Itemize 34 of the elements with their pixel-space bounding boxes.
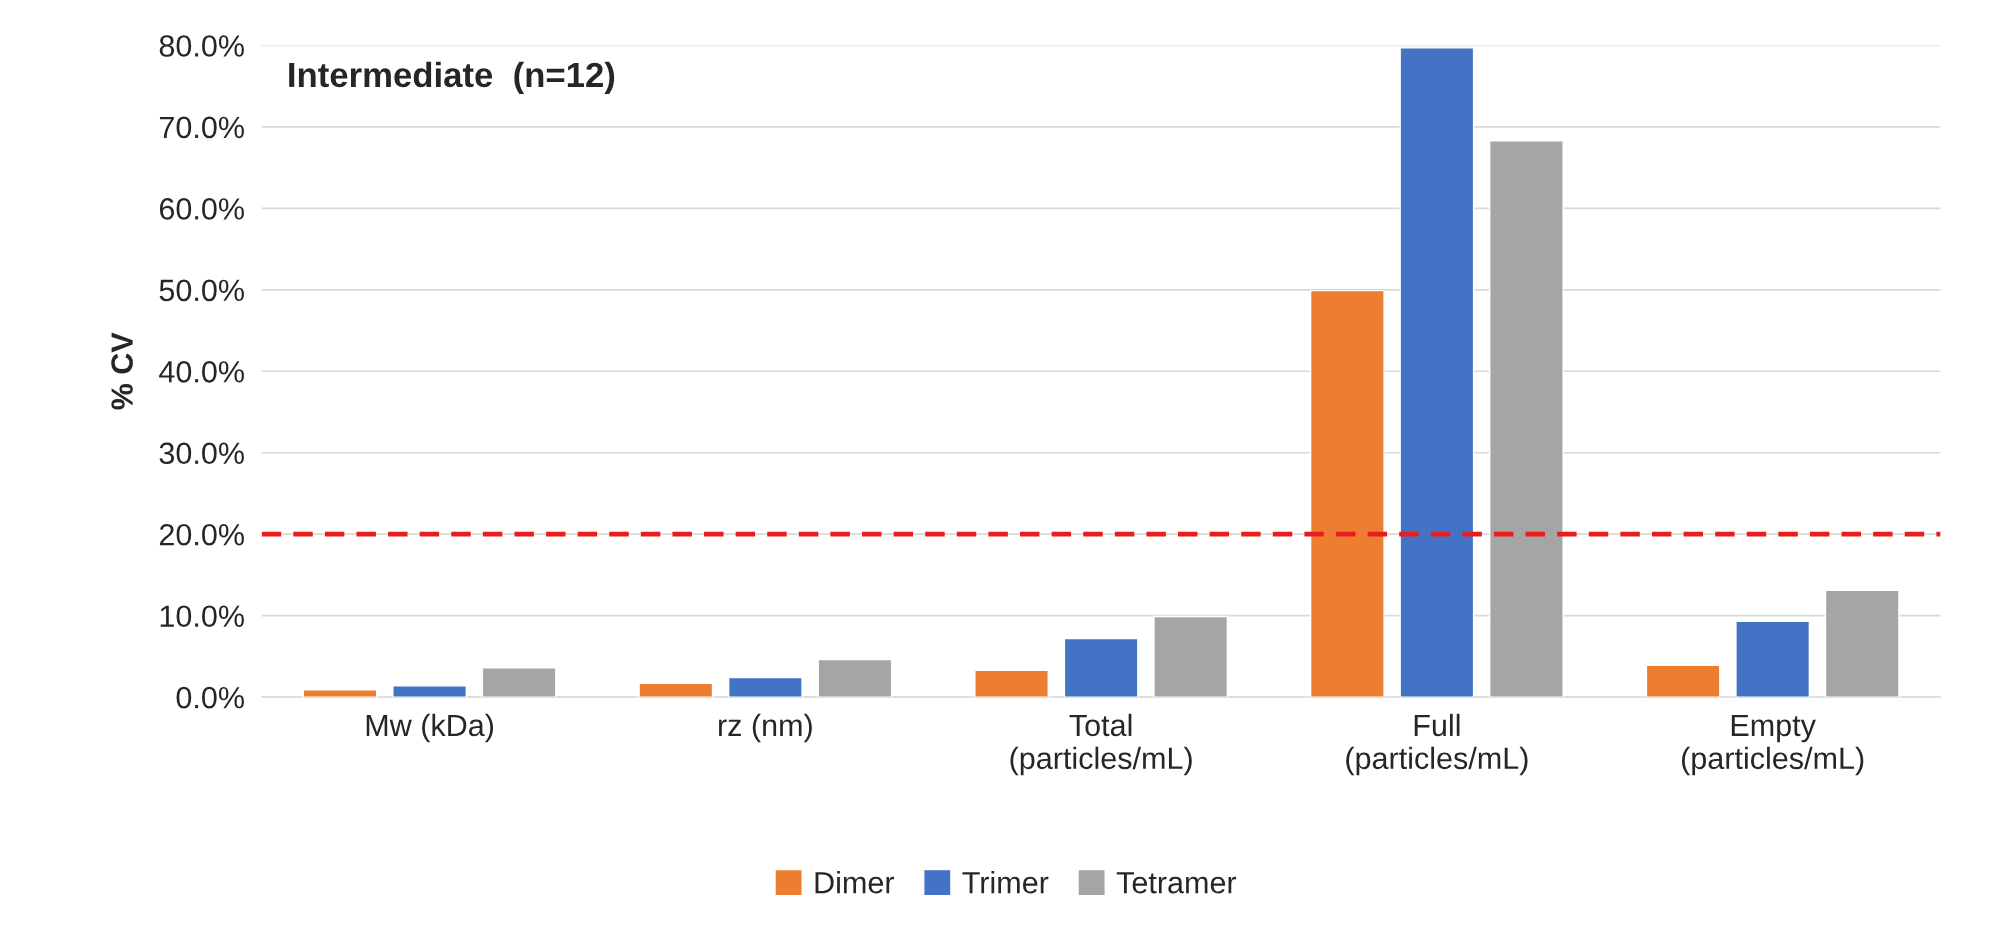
legend-label: Tetramer	[1116, 872, 1237, 894]
x-tick-label: Mw (kDa)	[366, 713, 494, 743]
bar	[638, 682, 714, 698]
bar	[1063, 637, 1139, 698]
bar	[302, 689, 378, 698]
bar	[1824, 589, 1900, 698]
y-tick-label: 30.0%	[159, 442, 244, 465]
y-tick-label: 50.0%	[159, 279, 244, 302]
legend-label: Dimer	[815, 871, 895, 894]
bar	[481, 667, 557, 698]
bar	[1399, 47, 1475, 698]
bar	[817, 658, 893, 698]
bar	[1153, 615, 1229, 698]
x-tick-label: Total (particles/mL)	[1010, 713, 1192, 776]
x-tick-label: Empty (particles/mL)	[1682, 714, 1864, 776]
y-axis-title: % CV	[111, 332, 133, 410]
y-tick-label: 0.0%	[176, 686, 244, 709]
bar	[392, 685, 467, 698]
y-tick-label: 60.0%	[159, 198, 244, 220]
bar	[727, 676, 803, 698]
bar	[1489, 140, 1564, 698]
legend-label: Trimer	[962, 871, 1049, 894]
x-tick-label: Full (particles/mL)	[1346, 713, 1528, 776]
bar	[1309, 289, 1385, 698]
bar	[1645, 664, 1721, 698]
x-tick-label: rz (nm)	[719, 713, 812, 743]
y-tick-label: 70.0%	[159, 116, 244, 139]
chart-title: Intermediate (n=12)	[289, 61, 615, 95]
bar	[974, 669, 1049, 698]
y-tick-label: 40.0%	[159, 361, 244, 383]
y-tick-label: 80.0%	[159, 35, 244, 57]
y-tick-label: 20.0%	[159, 523, 244, 546]
y-tick-label: 10.0%	[160, 605, 244, 628]
bar	[1735, 620, 1811, 698]
